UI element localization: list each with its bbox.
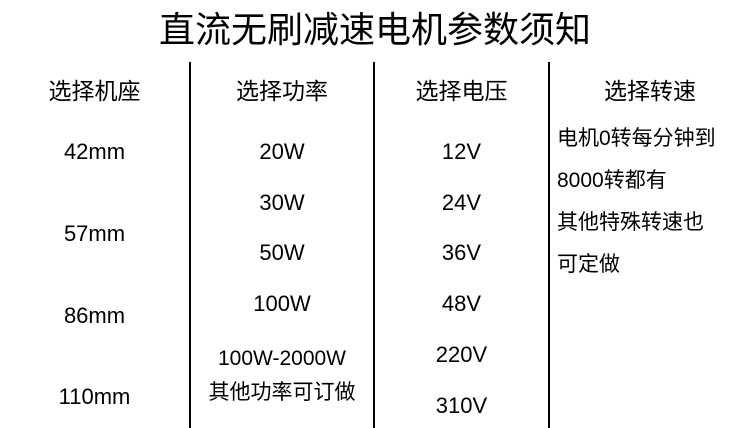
column-divider-3	[548, 62, 550, 428]
power-option: 20W	[259, 139, 305, 164]
speed-note-line: 其他特殊转速也	[557, 211, 704, 234]
column-divider-1	[189, 62, 191, 428]
power-option-custom-note: 其他功率可订做	[208, 381, 356, 404]
column-voltage: 选择电压 12V 24V 36V 48V 220V 310V	[375, 62, 548, 428]
column-header-speed: 选择转速	[604, 78, 696, 104]
speed-note-line: 8000转都有	[557, 169, 667, 192]
power-option: 30W	[259, 190, 305, 215]
voltage-option: 12V	[441, 139, 482, 164]
power-option-range: 100W-2000W	[217, 347, 346, 370]
column-header-voltage: 选择电压	[415, 78, 508, 104]
column-divider-2	[373, 62, 375, 428]
page-title: 直流无刷减速电机参数须知	[158, 9, 591, 50]
voltage-option: 36V	[441, 240, 482, 265]
voltage-option: 220V	[435, 342, 488, 367]
column-header-frame-size: 选择机座	[48, 78, 141, 104]
voltage-option: 310V	[435, 393, 488, 418]
column-frame-size: 选择机座 42mm 57mm 86mm 110mm	[0, 62, 189, 428]
column-header-power: 选择功率	[236, 78, 328, 104]
frame-size-option: 86mm	[63, 303, 126, 328]
column-power: 选择功率 20W 30W 50W 100W 100W-2000W 其他功率可订做	[191, 62, 373, 428]
voltage-option: 48V	[441, 291, 482, 316]
frame-size-option: 57mm	[63, 221, 126, 246]
frame-size-option: 110mm	[58, 384, 131, 409]
frame-size-option: 42mm	[63, 139, 126, 164]
voltage-option: 24V	[441, 190, 482, 215]
speed-note-line: 电机0转每分钟到	[557, 127, 716, 150]
power-option: 100W	[253, 291, 311, 316]
column-speed: 选择转速 电机0转每分钟到 8000转都有 其他特殊转速也 可定做	[550, 62, 750, 428]
power-option: 50W	[259, 240, 305, 265]
speed-note-line: 可定做	[557, 253, 620, 276]
